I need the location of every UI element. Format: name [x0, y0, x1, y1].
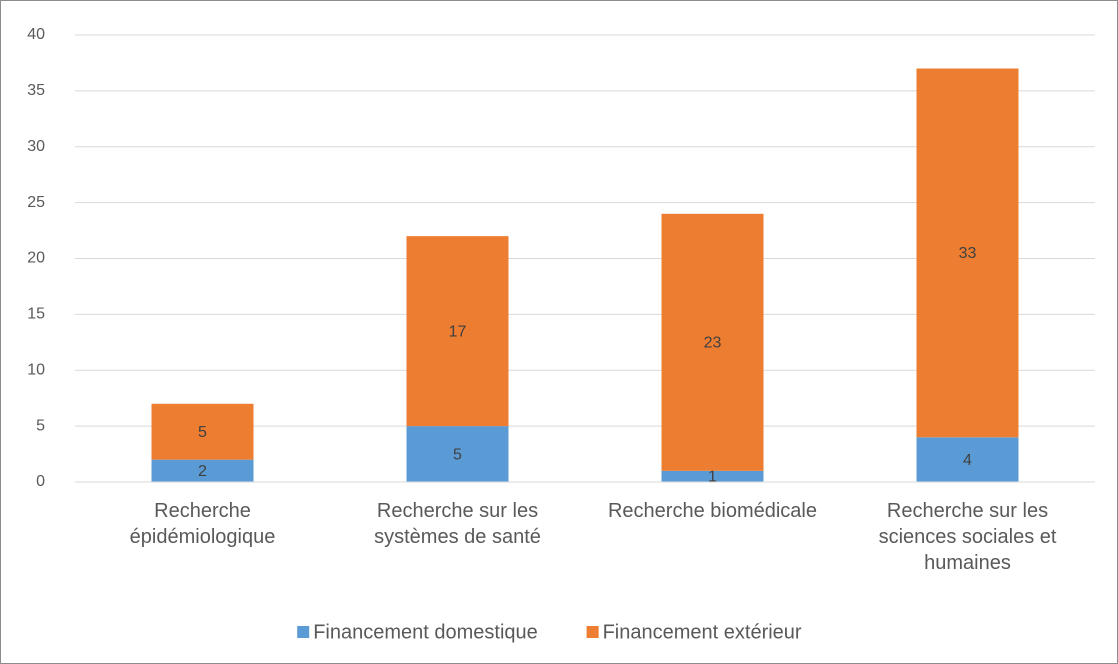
y-tick-label: 0: [36, 473, 45, 490]
y-tick-label: 35: [27, 82, 45, 99]
bar-segment: [406, 236, 509, 427]
y-tick-label: 15: [27, 306, 45, 323]
bar-segment: [916, 437, 1019, 482]
legend-swatch: [586, 626, 599, 638]
bar-segment: [661, 213, 764, 471]
x-tick-label: Recherche biomédicale: [607, 500, 817, 522]
x-tick-label: Recherche sur les systèmes de santé: [374, 500, 541, 548]
bar-segment: [661, 470, 764, 482]
y-tick-label: 30: [27, 138, 45, 155]
data-label: 1: [708, 469, 717, 486]
data-label: 5: [453, 446, 462, 463]
data-label: 4: [963, 452, 972, 469]
y-tick-label: 25: [27, 194, 45, 211]
y-tick-label: 20: [27, 250, 45, 267]
bar-segment: [151, 459, 254, 482]
bar-segment: [916, 68, 1019, 438]
data-label: 33: [959, 245, 977, 262]
data-label: 5: [198, 424, 207, 441]
legend-label: Financement domestique: [313, 621, 538, 643]
y-tick-label: 40: [27, 26, 45, 43]
y-tick-label: 10: [27, 361, 45, 378]
y-tick-label: 5: [36, 417, 45, 434]
bar-segment: [151, 403, 254, 460]
bar-segment: [406, 426, 509, 482]
data-label: 23: [704, 335, 722, 352]
data-label: 2: [198, 463, 207, 480]
legend-swatch: [297, 626, 310, 638]
legend-label: Financement extérieur: [603, 621, 802, 643]
x-tick-label: Recherche sur les sciences sociales et h…: [878, 500, 1057, 574]
data-label: 17: [449, 323, 467, 340]
x-tick-label: Recherche épidémiologique: [129, 500, 276, 548]
